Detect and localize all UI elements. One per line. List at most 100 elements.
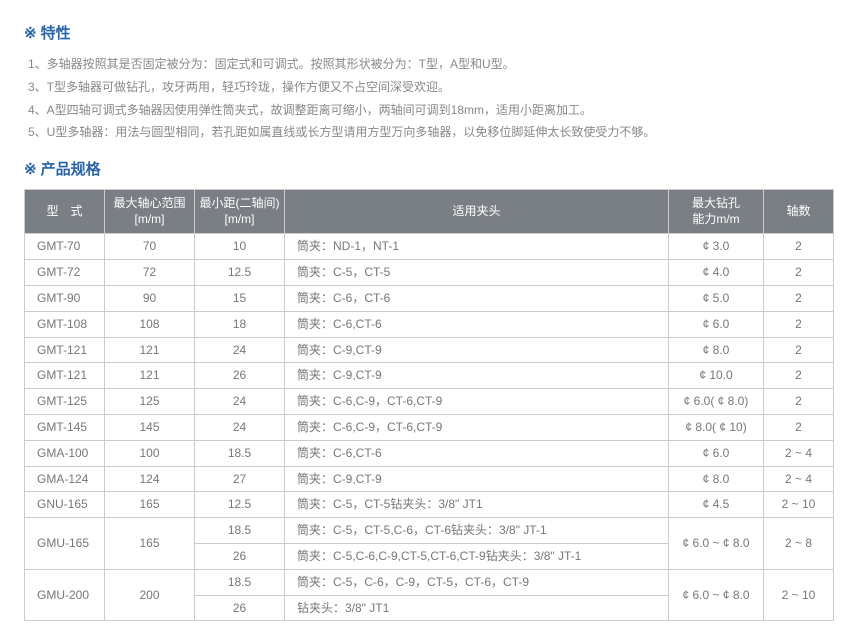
cell-drill: ¢ 4.0: [669, 260, 764, 286]
cell-model: GMT-125: [25, 389, 105, 415]
cell-model: GMT-108: [25, 311, 105, 337]
table-row: GMA-100 100 18.5 筒夹：C-6,CT-6 ¢ 6.0 2 ~ 4: [25, 440, 834, 466]
col-max-center: 最大轴心范围[m/m]: [105, 190, 195, 234]
features-list: 1、多轴器按照其是否固定被分为：固定式和可调式。按照其形状被分为：T型，A型和U…: [24, 53, 834, 144]
cell-chuck: 筒夹：C-6,CT-6: [285, 440, 669, 466]
cell-min-dist: 10: [195, 234, 285, 260]
cell-min-dist: 15: [195, 285, 285, 311]
feature-item: 5、U型多轴器：用法与圆型相同，若孔距如属直线或长方型请用方型万向多轴器，以免移…: [28, 121, 834, 144]
cell-chuck: 筒夹：C-5，C-6，C-9，CT-5，CT-6，CT-9: [285, 569, 669, 595]
cell-min-dist: 26: [195, 363, 285, 389]
col-chuck: 适用夹头: [285, 190, 669, 234]
cell-max-center: 165: [105, 492, 195, 518]
cell-axes: 2: [764, 260, 834, 286]
cell-chuck: 筒夹：C-9,CT-9: [285, 363, 669, 389]
cell-model: GMT-121: [25, 337, 105, 363]
cell-max-center: 70: [105, 234, 195, 260]
col-axes: 轴数: [764, 190, 834, 234]
cell-chuck: 钻夹头：3/8" JT1: [285, 595, 669, 621]
cell-max-center: 124: [105, 466, 195, 492]
cell-model: GMU-165: [25, 518, 105, 570]
cell-axes: 2: [764, 414, 834, 440]
cell-model: GMU-200: [25, 569, 105, 621]
cell-min-dist: 18.5: [195, 440, 285, 466]
cell-axes: 2 ~ 4: [764, 466, 834, 492]
features-heading: ※特性: [24, 22, 834, 43]
cell-model: GMA-124: [25, 466, 105, 492]
cell-min-dist: 24: [195, 414, 285, 440]
cell-axes: 2: [764, 389, 834, 415]
cell-max-center: 125: [105, 389, 195, 415]
cell-drill: ¢ 6.0 ~ ¢ 8.0: [669, 518, 764, 570]
cell-chuck: 筒夹：C-5，CT-5: [285, 260, 669, 286]
cell-max-center: 121: [105, 337, 195, 363]
cell-axes: 2 ~ 8: [764, 518, 834, 570]
table-row: GNU-165 165 12.5 筒夹：C-5，CT-5钻夹头：3/8" JT1…: [25, 492, 834, 518]
table-row: GMT-108 108 18 筒夹：C-6,CT-6 ¢ 6.0 2: [25, 311, 834, 337]
feature-item: 1、多轴器按照其是否固定被分为：固定式和可调式。按照其形状被分为：T型，A型和U…: [28, 53, 834, 76]
cell-max-center: 165: [105, 518, 195, 570]
cell-drill: ¢ 8.0( ¢ 10): [669, 414, 764, 440]
heading-marker: ※: [24, 25, 37, 42]
cell-max-center: 121: [105, 363, 195, 389]
cell-chuck: 筒夹：C-9,CT-9: [285, 337, 669, 363]
table-row: GMU-200 200 18.5 筒夹：C-5，C-6，C-9，CT-5，CT-…: [25, 569, 834, 595]
table-row: GMT-145 145 24 筒夹：C-6,C-9，CT-6,CT-9 ¢ 8.…: [25, 414, 834, 440]
cell-min-dist: 18.5: [195, 518, 285, 544]
col-model: 型 式: [25, 190, 105, 234]
cell-drill: ¢ 4.5: [669, 492, 764, 518]
cell-drill: ¢ 6.0: [669, 440, 764, 466]
cell-min-dist: 18: [195, 311, 285, 337]
cell-chuck: 筒夹：C-9,CT-9: [285, 466, 669, 492]
heading-text: 特性: [41, 25, 71, 42]
specs-heading: ※产品规格: [24, 158, 834, 179]
cell-model: GMT-70: [25, 234, 105, 260]
table-row: GMT-121 121 24 筒夹：C-9,CT-9 ¢ 8.0 2: [25, 337, 834, 363]
table-row: GMT-70 70 10 筒夹：ND-1，NT-1 ¢ 3.0 2: [25, 234, 834, 260]
cell-min-dist: 12.5: [195, 260, 285, 286]
cell-max-center: 145: [105, 414, 195, 440]
cell-min-dist: 24: [195, 389, 285, 415]
cell-max-center: 200: [105, 569, 195, 621]
cell-min-dist: 24: [195, 337, 285, 363]
table-row: GMA-124 124 27 筒夹：C-9,CT-9 ¢ 8.0 2 ~ 4: [25, 466, 834, 492]
cell-model: GMT-145: [25, 414, 105, 440]
cell-drill: ¢ 3.0: [669, 234, 764, 260]
cell-model: GMT-72: [25, 260, 105, 286]
cell-drill: ¢ 6.0: [669, 311, 764, 337]
table-row: GMT-125 125 24 筒夹：C-6,C-9，CT-6,CT-9 ¢ 6.…: [25, 389, 834, 415]
cell-min-dist: 12.5: [195, 492, 285, 518]
cell-axes: 2: [764, 337, 834, 363]
cell-axes: 2: [764, 363, 834, 389]
cell-max-center: 108: [105, 311, 195, 337]
cell-axes: 2 ~ 10: [764, 569, 834, 621]
table-row: GMT-121 121 26 筒夹：C-9,CT-9 ¢ 10.0 2: [25, 363, 834, 389]
feature-item: 3、T型多轴器可做钻孔，攻牙两用，轻巧玲珑，操作方便又不占空间深受欢迎。: [28, 76, 834, 99]
cell-model: GMA-100: [25, 440, 105, 466]
cell-chuck: 筒夹：C-6，CT-6: [285, 285, 669, 311]
cell-min-dist: 27: [195, 466, 285, 492]
cell-drill: ¢ 10.0: [669, 363, 764, 389]
cell-axes: 2 ~ 4: [764, 440, 834, 466]
cell-chuck: 筒夹：C-6,C-9，CT-6,CT-9: [285, 389, 669, 415]
cell-axes: 2: [764, 234, 834, 260]
cell-drill: ¢ 8.0: [669, 466, 764, 492]
cell-max-center: 100: [105, 440, 195, 466]
table-header-row: 型 式 最大轴心范围[m/m] 最小距(二轴间)[m/m] 适用夹头 最大钻孔能…: [25, 190, 834, 234]
cell-drill: ¢ 5.0: [669, 285, 764, 311]
cell-drill: ¢ 6.0( ¢ 8.0): [669, 389, 764, 415]
table-body: GMT-70 70 10 筒夹：ND-1，NT-1 ¢ 3.0 2 GMT-72…: [25, 234, 834, 621]
table-row: GMT-72 72 12.5 筒夹：C-5，CT-5 ¢ 4.0 2: [25, 260, 834, 286]
cell-min-dist: 26: [195, 543, 285, 569]
cell-model: GMT-121: [25, 363, 105, 389]
specs-table: 型 式 最大轴心范围[m/m] 最小距(二轴间)[m/m] 适用夹头 最大钻孔能…: [24, 189, 834, 621]
cell-min-dist: 26: [195, 595, 285, 621]
cell-chuck: 筒夹：C-6,CT-6: [285, 311, 669, 337]
table-row: GMT-90 90 15 筒夹：C-6，CT-6 ¢ 5.0 2: [25, 285, 834, 311]
cell-chuck: 筒夹：C-5,C-6,C-9,CT-5,CT-6,CT-9钻夹头：3/8" JT…: [285, 543, 669, 569]
cell-chuck: 筒夹：C-5，CT-5,C-6，CT-6钻夹头：3/8" JT-1: [285, 518, 669, 544]
cell-chuck: 筒夹：C-6,C-9，CT-6,CT-9: [285, 414, 669, 440]
cell-drill: ¢ 8.0: [669, 337, 764, 363]
heading-marker: ※: [24, 161, 37, 178]
cell-min-dist: 18.5: [195, 569, 285, 595]
